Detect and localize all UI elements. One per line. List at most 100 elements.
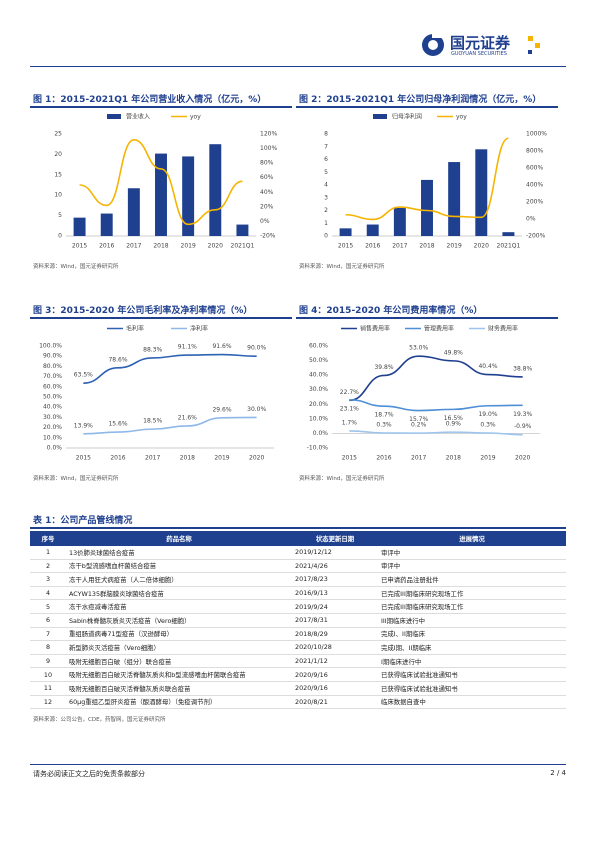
data-label: 0.3% (480, 421, 496, 428)
column-header: 状态更新日期 (292, 531, 378, 546)
table-cell: 吸附无细胞百白破灭活脊髓灰质炎和b型流感嗜血杆菌联合疫苗 (66, 667, 292, 682)
chart: 0 5 10 15 20 25 -20% 0% 20% 40% 60% 80% 100% 120% 2015… (54, 113, 277, 250)
table-cell: 吸附无细胞百白破灭活脊髓灰质炎联合疫苗 (66, 681, 292, 696)
x-tick-label: 2019 (447, 243, 462, 250)
x-tick-label: 2020 (208, 243, 223, 250)
y2-tick-label: 20% (260, 203, 274, 210)
table-cell: 冻干b型流感嗜血杆菌结合疫苗 (66, 559, 292, 574)
title-rule (30, 106, 292, 108)
bar (182, 156, 195, 236)
y-tick-label: 40.0% (309, 372, 328, 379)
data-label: 38.8% (513, 365, 532, 372)
legend-label: 净利率 (190, 325, 208, 333)
table-row: 5 冻干水痘减毒活疫苗 2019/9/24 已完成III期临床研究现场工作 (30, 599, 566, 614)
table-cell: 完成I期、II期临床 (378, 640, 566, 655)
bar (366, 224, 379, 236)
y-tick-label: 100.0% (39, 343, 62, 350)
data-label: 78.6% (108, 356, 127, 363)
table-cell: III期临床进行中 (378, 613, 566, 628)
data-label: 16.5% (444, 415, 463, 422)
y-tick-label: 6 (324, 156, 328, 163)
data-label: 0.9% (446, 421, 462, 428)
y-tick-label: 60.0% (309, 343, 328, 350)
table-cell: 已完成III期临床研究现场工作 (378, 586, 566, 601)
table-cell: 2018/8/29 (292, 627, 378, 642)
table-row: 1 13价肺炎球菌结合疫苗 2019/12/12 审评中 (30, 546, 566, 560)
table-source: 资料来源：公司公告，CDE，药智网，国元证券研究所 (33, 717, 166, 723)
table-cell: 临床数据自查中 (378, 695, 566, 710)
legend-label: 财务费用率 (488, 325, 518, 333)
legend-label: 归母净利润 (392, 113, 422, 121)
chart-source: 资料来源：Wind，国元证券研究所 (33, 264, 119, 270)
y-tick-label: 4 (324, 182, 328, 189)
data-label: 19.3% (513, 411, 532, 418)
y-tick-label: 10.0% (43, 434, 62, 441)
table-cell: 审评中 (378, 546, 566, 560)
line (79, 139, 243, 226)
chart: 0.0% 10.0% 20.0% 30.0% 40.0% 50.0% 60.0% 70.0% 8… (39, 325, 274, 462)
logo-icon (422, 34, 444, 56)
table-row: 11 吸附无细胞百白破灭活脊髓灰质炎联合疫苗 2020/9/16 已获得临床试验批准通… (30, 681, 566, 696)
table-cell: 重组肠道病毒71型疫苗（汉逊酵母） (66, 627, 292, 642)
data-label: 49.8% (444, 349, 463, 356)
legend-swatch (373, 114, 387, 119)
y-tick-label: 0 (58, 233, 62, 240)
table-cell: 60μg重组乙型肝炎疫苗（酿酒酵母）（免疫调节剂） (66, 695, 292, 710)
table-row: 9 吸附无细胞百白破（组分）联合疫苗 2021/1/12 I期临床进行中 (30, 654, 566, 669)
y-tick-label: 60.0% (43, 383, 62, 390)
legend-label: 销售费用率 (360, 325, 390, 333)
y-tick-label: 10 (54, 192, 62, 199)
footer-rule (30, 764, 566, 765)
header-rule (30, 66, 566, 67)
x-tick-label: 2018 (180, 455, 195, 462)
data-label: 29.6% (212, 406, 231, 413)
y-tick-label: 2 (324, 207, 328, 214)
line (345, 137, 509, 221)
y2-tick-label: 0% (260, 218, 270, 225)
table-cell: 3 (30, 572, 66, 587)
y2-tick-label: 1000% (526, 131, 547, 138)
table-row: 8 新型肺炎灭活疫苗（Vero细胞） 2020/10/28 完成I期、II期临床 (30, 640, 566, 655)
y2-tick-label: 120% (260, 131, 277, 138)
table-cell: 冻干人用狂犬病疫苗（人二倍体细胞） (66, 572, 292, 587)
y2-tick-label: 40% (260, 189, 274, 196)
x-tick-label: 2021Q1 (231, 243, 255, 250)
table-cell: Sabin株脊髓灰质炎灭活疫苗（Vero细胞） (66, 613, 292, 628)
x-tick-label: 2017 (126, 243, 141, 250)
bar (236, 224, 249, 236)
table-cell: 新型肺炎灭活疫苗（Vero细胞） (66, 640, 292, 655)
y-tick-label: 7 (324, 143, 328, 150)
x-tick-label: 2016 (376, 455, 391, 462)
table-cell: 10 (30, 667, 66, 682)
table-header-row: 序号 药品名称 状态更新日期 进展情况 (30, 531, 566, 546)
y-tick-label: 40.0% (43, 404, 62, 411)
y-tick-label: 3 (324, 194, 328, 201)
chart-title: 图 3：2015-2020 年公司毛利率及净利率情况（%） (33, 306, 253, 316)
y2-tick-label: 400% (526, 182, 543, 189)
table-cell: 已获得临床试验批准通知书 (378, 681, 566, 696)
legend-label: yoy (456, 114, 467, 121)
title-rule (30, 317, 292, 319)
table-cell: ACYW135群脑膜炎球菌结合疫苗 (66, 586, 292, 601)
table-cell: 9 (30, 654, 66, 669)
x-tick-label: 2016 (365, 243, 380, 250)
table-row: 10 吸附无细胞百白破灭活脊髓灰质炎和b型流感嗜血杆菌联合疫苗 2020/9/16 已… (30, 667, 566, 682)
table-wrap: 序号 药品名称 状态更新日期 进展情况 1 13价肺炎球菌结合疫苗 2019/12/12 审评… (30, 531, 566, 710)
column-header: 进展情况 (378, 531, 566, 546)
table-cell: 8 (30, 640, 66, 655)
y2-tick-label: 200% (526, 199, 543, 206)
table-cell: 2020/9/16 (292, 681, 378, 696)
legend-swatch (107, 114, 121, 119)
y-tick-label: 0 (324, 233, 328, 240)
data-label: 0.2% (411, 422, 427, 429)
y-tick-label: 90.0% (43, 353, 62, 360)
table-cell: 2020/9/16 (292, 667, 378, 682)
table-cell: 2017/8/31 (292, 613, 378, 628)
table-cell: 13价肺炎球菌结合疫苗 (66, 546, 292, 560)
title-rule (296, 106, 558, 108)
data-label: 18.5% (143, 418, 162, 425)
data-label: 91.6% (212, 343, 231, 350)
chart-source: 资料来源：Wind，国元证券研究所 (299, 476, 385, 482)
table-cell: 完成I、II期临床 (378, 627, 566, 642)
